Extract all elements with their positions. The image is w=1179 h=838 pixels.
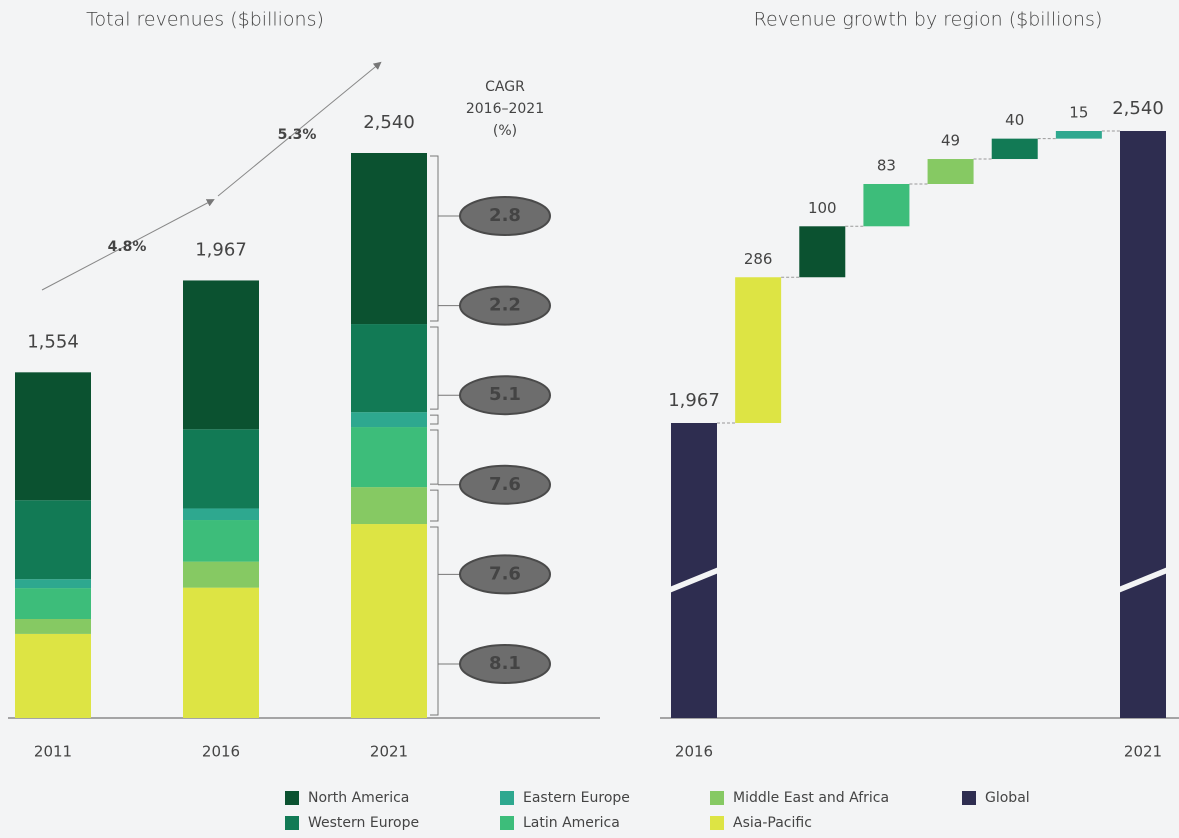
bar-segment xyxy=(183,520,259,562)
step-bar xyxy=(1055,131,1102,139)
step-bar xyxy=(735,277,782,423)
total-bar xyxy=(1120,131,1166,718)
x-tick-label: 2016 xyxy=(675,743,713,761)
value-label: 49 xyxy=(941,132,960,150)
cagr-unit: (%) xyxy=(493,123,517,139)
bar-segment xyxy=(183,587,259,718)
value-label: 286 xyxy=(744,250,773,268)
value-label: 15 xyxy=(1069,104,1088,122)
cagr-period: 2016–2021 xyxy=(466,101,544,117)
legend-label: Global xyxy=(985,790,1030,806)
bar-segment xyxy=(15,372,91,501)
annotation: 5.3% xyxy=(278,127,317,143)
legend-label: Latin America xyxy=(523,815,620,831)
cagr-pill xyxy=(459,644,551,684)
connector xyxy=(430,489,470,575)
connector xyxy=(430,155,470,322)
legend-label: North America xyxy=(308,790,409,806)
growth-arrow xyxy=(217,61,382,197)
legend-swatch xyxy=(710,816,724,830)
legend-swatch xyxy=(962,791,976,805)
legend-swatch xyxy=(710,791,724,805)
cagr-pill xyxy=(459,375,551,416)
legend-swatch xyxy=(285,816,299,830)
bar-segment xyxy=(351,524,427,718)
bar-segment xyxy=(15,633,91,718)
bar-segment xyxy=(183,561,259,588)
legend-swatch xyxy=(500,791,514,805)
cagr-title: CAGR xyxy=(485,79,525,95)
cagr-label: 2.8 xyxy=(489,205,521,226)
cagr-label: 2.2 xyxy=(489,295,521,316)
step-bar xyxy=(863,183,910,227)
total-label: 2,540 xyxy=(363,112,415,133)
step-bar xyxy=(927,159,974,184)
value-label: 2,540 xyxy=(1112,98,1164,119)
bar-segment xyxy=(15,588,91,620)
total-label: 1,967 xyxy=(195,239,247,260)
cagr-label: 5.1 xyxy=(489,384,521,405)
total-label: 1,554 xyxy=(27,331,79,352)
bar-segment xyxy=(351,427,427,488)
cagr-label: 7.6 xyxy=(489,563,521,584)
value-label: 100 xyxy=(808,199,837,217)
total-bar xyxy=(671,423,717,718)
cagr-pill xyxy=(459,554,551,595)
bar-segment xyxy=(351,487,427,525)
chart-title: Revenue growth by region ($billions) xyxy=(754,9,1103,31)
step-bar xyxy=(799,226,846,278)
axis-break xyxy=(667,566,721,594)
axis-break xyxy=(1116,566,1170,594)
bar-segment xyxy=(15,579,91,589)
x-tick-label: 2021 xyxy=(1124,743,1162,761)
annotation: 4.8% xyxy=(108,239,147,255)
bar-segment xyxy=(183,280,259,430)
bar-segment xyxy=(15,500,91,580)
bar-segment xyxy=(351,153,427,325)
cagr-label: 7.6 xyxy=(489,474,521,495)
growth-arrow xyxy=(41,199,215,291)
legend-swatch xyxy=(285,791,299,805)
value-label: 1,967 xyxy=(668,390,720,411)
bar-segment xyxy=(351,324,427,413)
x-tick-label: 2021 xyxy=(370,743,408,761)
value-label: 83 xyxy=(877,156,896,174)
legend-swatch xyxy=(500,816,514,830)
value-label: 40 xyxy=(1005,111,1024,129)
bar-segment xyxy=(15,619,91,634)
cagr-pill xyxy=(459,464,551,505)
legend-label: Eastern Europe xyxy=(523,790,630,806)
legend-label: Asia-Pacific xyxy=(733,815,812,831)
cagr-pill xyxy=(459,285,551,326)
cagr-label: 8.1 xyxy=(489,653,521,674)
bar-segment xyxy=(183,508,259,521)
legend-label: Western Europe xyxy=(308,815,419,831)
step-bar xyxy=(991,138,1038,160)
bar-segment xyxy=(351,412,427,428)
legend-label: Middle East and Africa xyxy=(733,790,889,806)
connector xyxy=(430,526,470,716)
chart-title: Total revenues ($billions) xyxy=(86,9,324,31)
cagr-pill xyxy=(459,196,551,236)
x-tick-label: 2011 xyxy=(34,743,72,761)
bar-segment xyxy=(183,429,259,509)
x-tick-label: 2016 xyxy=(202,743,240,761)
